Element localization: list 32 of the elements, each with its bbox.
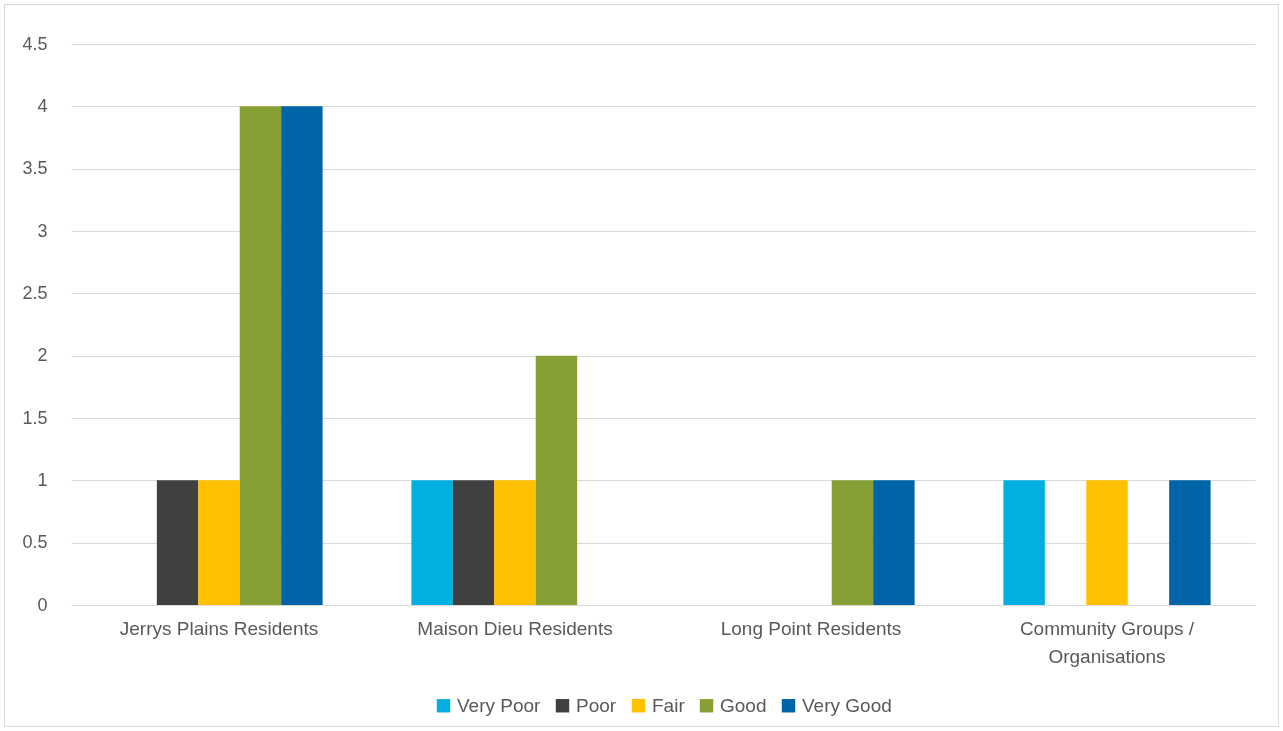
- y-tick-label: 0: [37, 594, 48, 615]
- bar: [452, 480, 495, 605]
- y-tick-label: 2: [37, 345, 48, 366]
- legend-label: Fair: [652, 694, 686, 716]
- legend-label: Good: [720, 694, 767, 716]
- bar: [411, 480, 453, 605]
- y-tick-label: 3.5: [22, 158, 48, 179]
- bar: [873, 480, 915, 605]
- bar: [156, 480, 199, 605]
- bar: [831, 480, 874, 605]
- y-tick-label: 4.5: [22, 33, 48, 54]
- legend-label: Very Good: [802, 694, 892, 716]
- x-tick-label: Maison Dieu Residents: [417, 617, 613, 639]
- x-tick-label: Jerrys Plains Residents: [119, 617, 319, 639]
- x-tick-label: Community Groups / Organisations: [1019, 617, 1195, 667]
- bar: [281, 106, 323, 605]
- y-tick-label: 0.5: [22, 532, 48, 553]
- bar: [239, 106, 282, 605]
- bar: [494, 480, 536, 605]
- legend-label: Poor: [576, 694, 617, 716]
- y-tick-label: 4: [37, 95, 48, 116]
- y-tick-label: 1.5: [22, 407, 48, 428]
- legend-label: Very Poor: [457, 694, 542, 716]
- bar: [535, 355, 578, 605]
- bar: [1086, 480, 1128, 605]
- y-tick-label: 1: [37, 469, 48, 490]
- x-tick-label: Long Point Residents: [720, 617, 902, 639]
- bar: [198, 480, 240, 605]
- y-tick-label: 2.5: [22, 282, 48, 303]
- bar: [1003, 480, 1045, 605]
- bar: [1169, 480, 1211, 605]
- y-tick-label: 3: [37, 220, 48, 241]
